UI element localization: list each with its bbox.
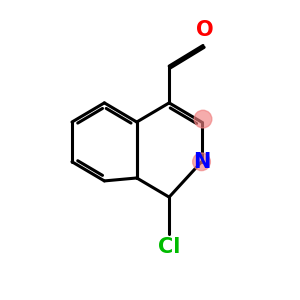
Text: O: O <box>196 20 213 40</box>
Circle shape <box>194 110 212 128</box>
Text: N: N <box>193 152 210 172</box>
Text: Cl: Cl <box>158 237 180 257</box>
Circle shape <box>193 153 210 171</box>
